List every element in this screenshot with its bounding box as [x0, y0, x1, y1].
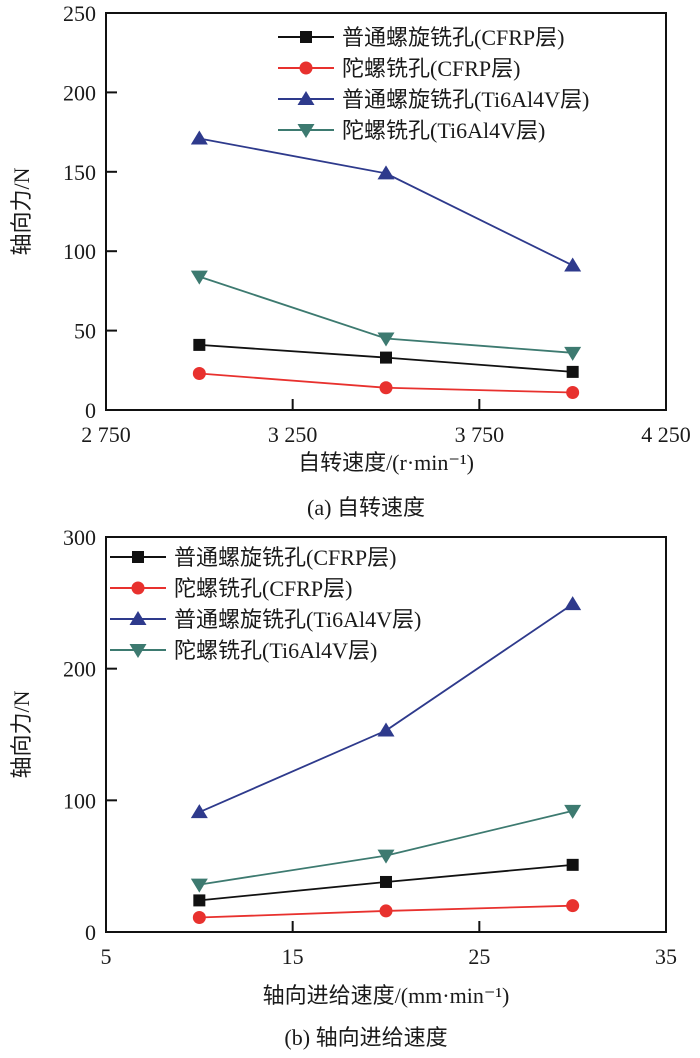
data-point — [379, 381, 393, 395]
data-point — [377, 165, 395, 180]
legend-label: 陀螺铣孔(Ti6Al4V层) — [342, 118, 545, 143]
x-axis-title: 轴向进给速度/(mm·min⁻¹) — [263, 983, 510, 1008]
data-point — [380, 351, 392, 364]
legend-label: 普通螺旋铣孔(Ti6Al4V层) — [174, 607, 421, 632]
y-axis-title: 轴向力/N — [9, 690, 34, 778]
y-tick-label: 100 — [63, 788, 96, 813]
legend-label: 普通螺旋铣孔(Ti6Al4V层) — [342, 87, 589, 112]
legend-marker — [129, 611, 147, 625]
legend-item: 陀螺铣孔(CFRP层) — [278, 56, 520, 81]
data-point — [564, 596, 582, 611]
y-tick-label: 250 — [63, 1, 96, 26]
series-2 — [190, 130, 582, 272]
x-tick-label: 2 750 — [81, 422, 131, 447]
y-tick-label: 200 — [63, 80, 96, 105]
y-axis-title: 轴向力/N — [9, 167, 34, 255]
data-point — [190, 270, 208, 285]
legend-item: 普通螺旋铣孔(CFRP层) — [110, 545, 396, 570]
figure-caption: (a) 自转速度 — [307, 495, 425, 520]
legend-marker — [299, 61, 313, 75]
data-point — [564, 257, 582, 272]
y-tick-label: 50 — [74, 319, 96, 344]
legend: 普通螺旋铣孔(CFRP层) 陀螺铣孔(CFRP层) 普通螺旋铣孔(Ti6Al4V层)… — [278, 25, 589, 143]
legend-item: 陀螺铣孔(Ti6Al4V层) — [278, 118, 545, 143]
data-point — [192, 366, 206, 380]
data-point — [193, 338, 206, 351]
data-point — [566, 858, 579, 871]
x-tick-label: 25 — [468, 944, 490, 969]
legend-marker — [129, 644, 147, 658]
x-tick-label: 3 250 — [268, 422, 318, 447]
legend-marker — [300, 31, 312, 43]
legend-item: 陀螺铣孔(CFRP层) — [110, 576, 352, 601]
x-tick-label: 3 750 — [455, 422, 505, 447]
x-tick-label: 5 — [101, 944, 112, 969]
data-point — [566, 365, 579, 378]
data-point — [564, 346, 582, 361]
y-tick-label: 150 — [63, 160, 96, 185]
data-point — [566, 386, 580, 400]
series-3 — [190, 270, 582, 361]
series-2 — [190, 596, 582, 819]
data-point — [190, 130, 208, 145]
y-tick-label: 0 — [85, 398, 96, 423]
data-point — [377, 849, 395, 864]
legend-item: 普通螺旋铣孔(Ti6Al4V层) — [278, 87, 589, 112]
series-0 — [193, 858, 579, 907]
plot-frame — [105, 12, 667, 411]
x-tick-label: 15 — [282, 944, 304, 969]
x-axis-title: 自转速度/(r·min⁻¹) — [298, 450, 474, 475]
legend-marker — [131, 581, 145, 595]
data-point — [380, 875, 392, 888]
plot-frame — [105, 536, 667, 933]
legend-label: 普通螺旋铣孔(CFRP层) — [342, 25, 564, 50]
series-line — [198, 603, 574, 814]
y-tick-label: 300 — [63, 525, 96, 550]
chart-a: 0 50 100 150 200 250 2 750 3 250 3 750 4 250 自转速度/… — [9, 1, 691, 520]
x-tick-label: 4 250 — [641, 422, 691, 447]
legend-marker — [132, 551, 144, 563]
data-point — [564, 804, 582, 819]
data-point — [377, 722, 395, 737]
data-point — [190, 804, 208, 819]
legend-label: 普通螺旋铣孔(CFRP层) — [174, 545, 396, 570]
legend-item: 普通螺旋铣孔(CFRP层) — [278, 25, 564, 50]
legend-item: 陀螺铣孔(Ti6Al4V层) — [110, 638, 377, 663]
x-tick-label: 35 — [655, 944, 677, 969]
series-line — [199, 809, 573, 886]
series-1 — [192, 366, 580, 400]
y-tick-label: 0 — [85, 920, 96, 945]
y-tick-label: 100 — [63, 239, 96, 264]
legend-marker — [297, 91, 315, 105]
figure-caption: (b) 轴向进给速度 — [284, 1025, 447, 1050]
legend-marker — [297, 124, 315, 138]
y-tick-label: 200 — [63, 657, 96, 682]
legend-item: 普通螺旋铣孔(Ti6Al4V层) — [110, 607, 421, 632]
data-point — [190, 878, 208, 893]
data-point — [379, 904, 393, 918]
data-point — [193, 894, 206, 907]
series-line — [199, 137, 574, 267]
legend-label: 陀螺铣孔(Ti6Al4V层) — [174, 638, 377, 663]
data-point — [377, 332, 395, 347]
series-3 — [190, 804, 582, 893]
series-0 — [193, 338, 579, 378]
data-point — [192, 911, 206, 925]
series-1 — [192, 899, 580, 925]
legend-label: 陀螺铣孔(CFRP层) — [342, 56, 520, 81]
data-point — [566, 899, 580, 913]
chart-b: 0 100 200 300 5 15 25 35 轴向进给速度/(mm·min⁻¹) 轴向力/N (… — [9, 525, 677, 1050]
legend: 普通螺旋铣孔(CFRP层) 陀螺铣孔(CFRP层) 普通螺旋铣孔(Ti6Al4V层)… — [110, 545, 421, 663]
legend-label: 陀螺铣孔(CFRP层) — [174, 576, 352, 601]
